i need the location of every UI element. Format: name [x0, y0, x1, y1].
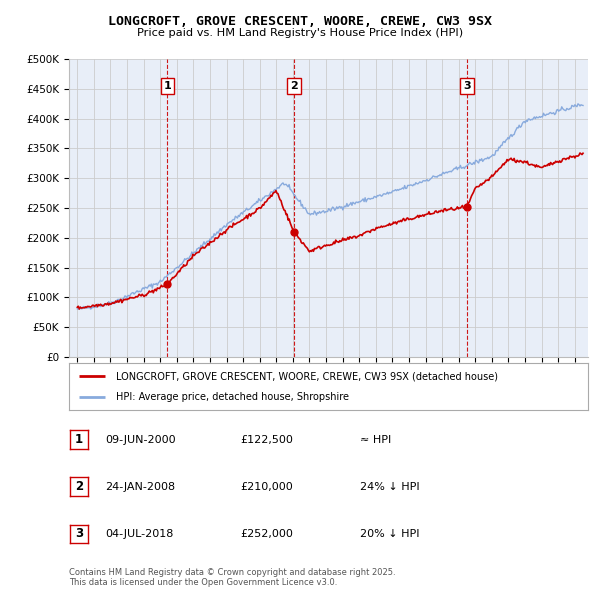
Text: 24-JAN-2008: 24-JAN-2008	[105, 482, 175, 491]
Text: 1: 1	[164, 81, 172, 91]
Text: £210,000: £210,000	[240, 482, 293, 491]
Text: LONGCROFT, GROVE CRESCENT, WOORE, CREWE, CW3 9SX (detached house): LONGCROFT, GROVE CRESCENT, WOORE, CREWE,…	[116, 371, 498, 381]
Text: 09-JUN-2000: 09-JUN-2000	[105, 435, 176, 444]
Text: 04-JUL-2018: 04-JUL-2018	[105, 529, 173, 539]
Text: Contains HM Land Registry data © Crown copyright and database right 2025.
This d: Contains HM Land Registry data © Crown c…	[69, 568, 395, 587]
Text: 24% ↓ HPI: 24% ↓ HPI	[360, 482, 419, 491]
Text: LONGCROFT, GROVE CRESCENT, WOORE, CREWE, CW3 9SX: LONGCROFT, GROVE CRESCENT, WOORE, CREWE,…	[108, 15, 492, 28]
Text: ≈ HPI: ≈ HPI	[360, 435, 391, 444]
Text: 2: 2	[290, 81, 298, 91]
Text: 20% ↓ HPI: 20% ↓ HPI	[360, 529, 419, 539]
Text: 3: 3	[463, 81, 471, 91]
Text: 3: 3	[75, 527, 83, 540]
Text: £252,000: £252,000	[240, 529, 293, 539]
Text: £122,500: £122,500	[240, 435, 293, 444]
Text: 2: 2	[75, 480, 83, 493]
Text: Price paid vs. HM Land Registry's House Price Index (HPI): Price paid vs. HM Land Registry's House …	[137, 28, 463, 38]
Text: 1: 1	[75, 433, 83, 446]
Text: HPI: Average price, detached house, Shropshire: HPI: Average price, detached house, Shro…	[116, 392, 349, 402]
